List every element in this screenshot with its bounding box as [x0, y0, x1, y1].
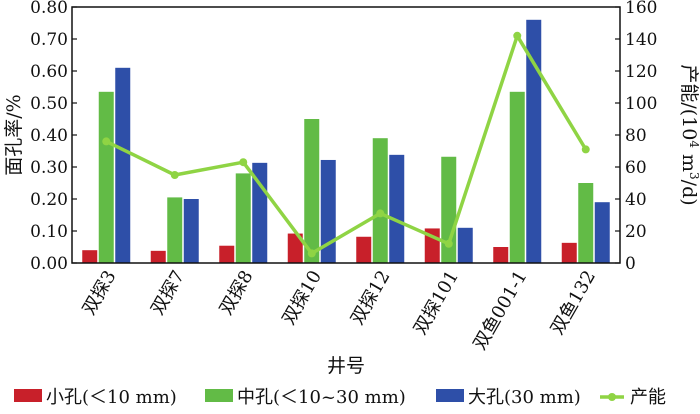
line-point [170, 171, 179, 179]
bar [82, 250, 98, 263]
x-axis-title: 井号 [327, 355, 365, 377]
legend-swatch [436, 389, 464, 402]
y2-tick-label: 40 [625, 190, 647, 210]
bar [287, 233, 303, 263]
y2-tick-label: 140 [625, 30, 657, 50]
x-tick-label: 双鱼001-1 [469, 267, 531, 354]
bar [509, 91, 525, 263]
x-tick-label: 双探7 [147, 267, 189, 319]
y-axis-title: 面孔率/% [3, 94, 25, 175]
y2-tick-label: 20 [625, 222, 647, 242]
line-point [307, 249, 316, 258]
x-tick-label: 双探3 [79, 267, 121, 319]
y-tick-label: 0.50 [30, 94, 68, 114]
legend: 小孔(＜10 mm) 中孔(＜10~30 mm) 大孔(30 mm) 产能 [14, 387, 666, 408]
legend-label: 产能 [630, 387, 666, 408]
bar [320, 159, 336, 263]
bar [594, 202, 610, 263]
bar [304, 119, 320, 263]
line-point [444, 239, 453, 248]
y2-tick-label: 100 [625, 94, 657, 114]
bar [235, 173, 251, 263]
line-path [105, 34, 588, 256]
right-axis-ticks: 0 20 40 60 80 100 120 140 160 [615, 0, 657, 274]
bar [493, 247, 509, 263]
plot-frame [71, 6, 621, 264]
y-tick-label: 0.70 [30, 30, 68, 50]
y-tick-label: 0.40 [30, 126, 68, 146]
y-tick-label: 0.10 [30, 222, 68, 242]
x-tick-label: 双鱼132 [547, 267, 600, 338]
y-tick-label: 0.60 [30, 62, 68, 82]
bar [389, 154, 405, 263]
bar [372, 138, 388, 263]
legend-marker [608, 393, 616, 401]
y2-axis-title: 产能/(104 m3/d) [678, 64, 700, 205]
y-tick-label: 0.00 [30, 254, 68, 274]
legend-label: 小孔(＜10 mm) [46, 387, 177, 408]
x-tick-label: 双探12 [347, 267, 395, 329]
line-point [581, 145, 590, 154]
line-series [102, 31, 590, 258]
y-tick-label: 0.80 [30, 0, 68, 18]
line-point [102, 137, 111, 146]
y2-tick-label: 160 [625, 0, 657, 18]
x-tick-label: 双探10 [278, 267, 326, 329]
bar [526, 19, 542, 263]
bar [150, 250, 166, 263]
line-point [376, 209, 385, 218]
bar [356, 236, 372, 263]
bar [115, 67, 131, 263]
bar [98, 91, 114, 263]
legend-swatch [14, 389, 42, 402]
line-point [513, 31, 522, 40]
bar [183, 199, 199, 263]
bar [561, 242, 577, 263]
y2-tick-label: 80 [625, 126, 647, 146]
y-tick-label: 0.20 [30, 190, 68, 210]
y2-tick-label: 60 [625, 158, 647, 178]
y-tick-label: 0.30 [30, 158, 68, 178]
category-labels: 双探3 双探7 双探8 双探10 双探12 双探101 双鱼001-1 双鱼132 [79, 267, 600, 354]
line-point [239, 158, 248, 167]
left-axis-ticks: 0.00 0.10 0.20 0.30 0.40 0.50 0.60 0.70 0.80 [30, 0, 77, 274]
x-tick-label: 双探101 [410, 267, 463, 338]
y2-tick-label: 120 [625, 62, 657, 82]
x-tick-label: 双探8 [216, 267, 258, 319]
y2-tick-label: 0 [625, 254, 636, 274]
legend-label: 大孔(30 mm) [468, 387, 581, 408]
legend-label: 中孔(＜10~30 mm) [237, 387, 406, 408]
bars [82, 19, 610, 263]
bar [219, 245, 235, 263]
legend-swatch [205, 389, 233, 402]
bar [167, 197, 183, 263]
bar [457, 227, 473, 263]
bar [578, 183, 594, 263]
